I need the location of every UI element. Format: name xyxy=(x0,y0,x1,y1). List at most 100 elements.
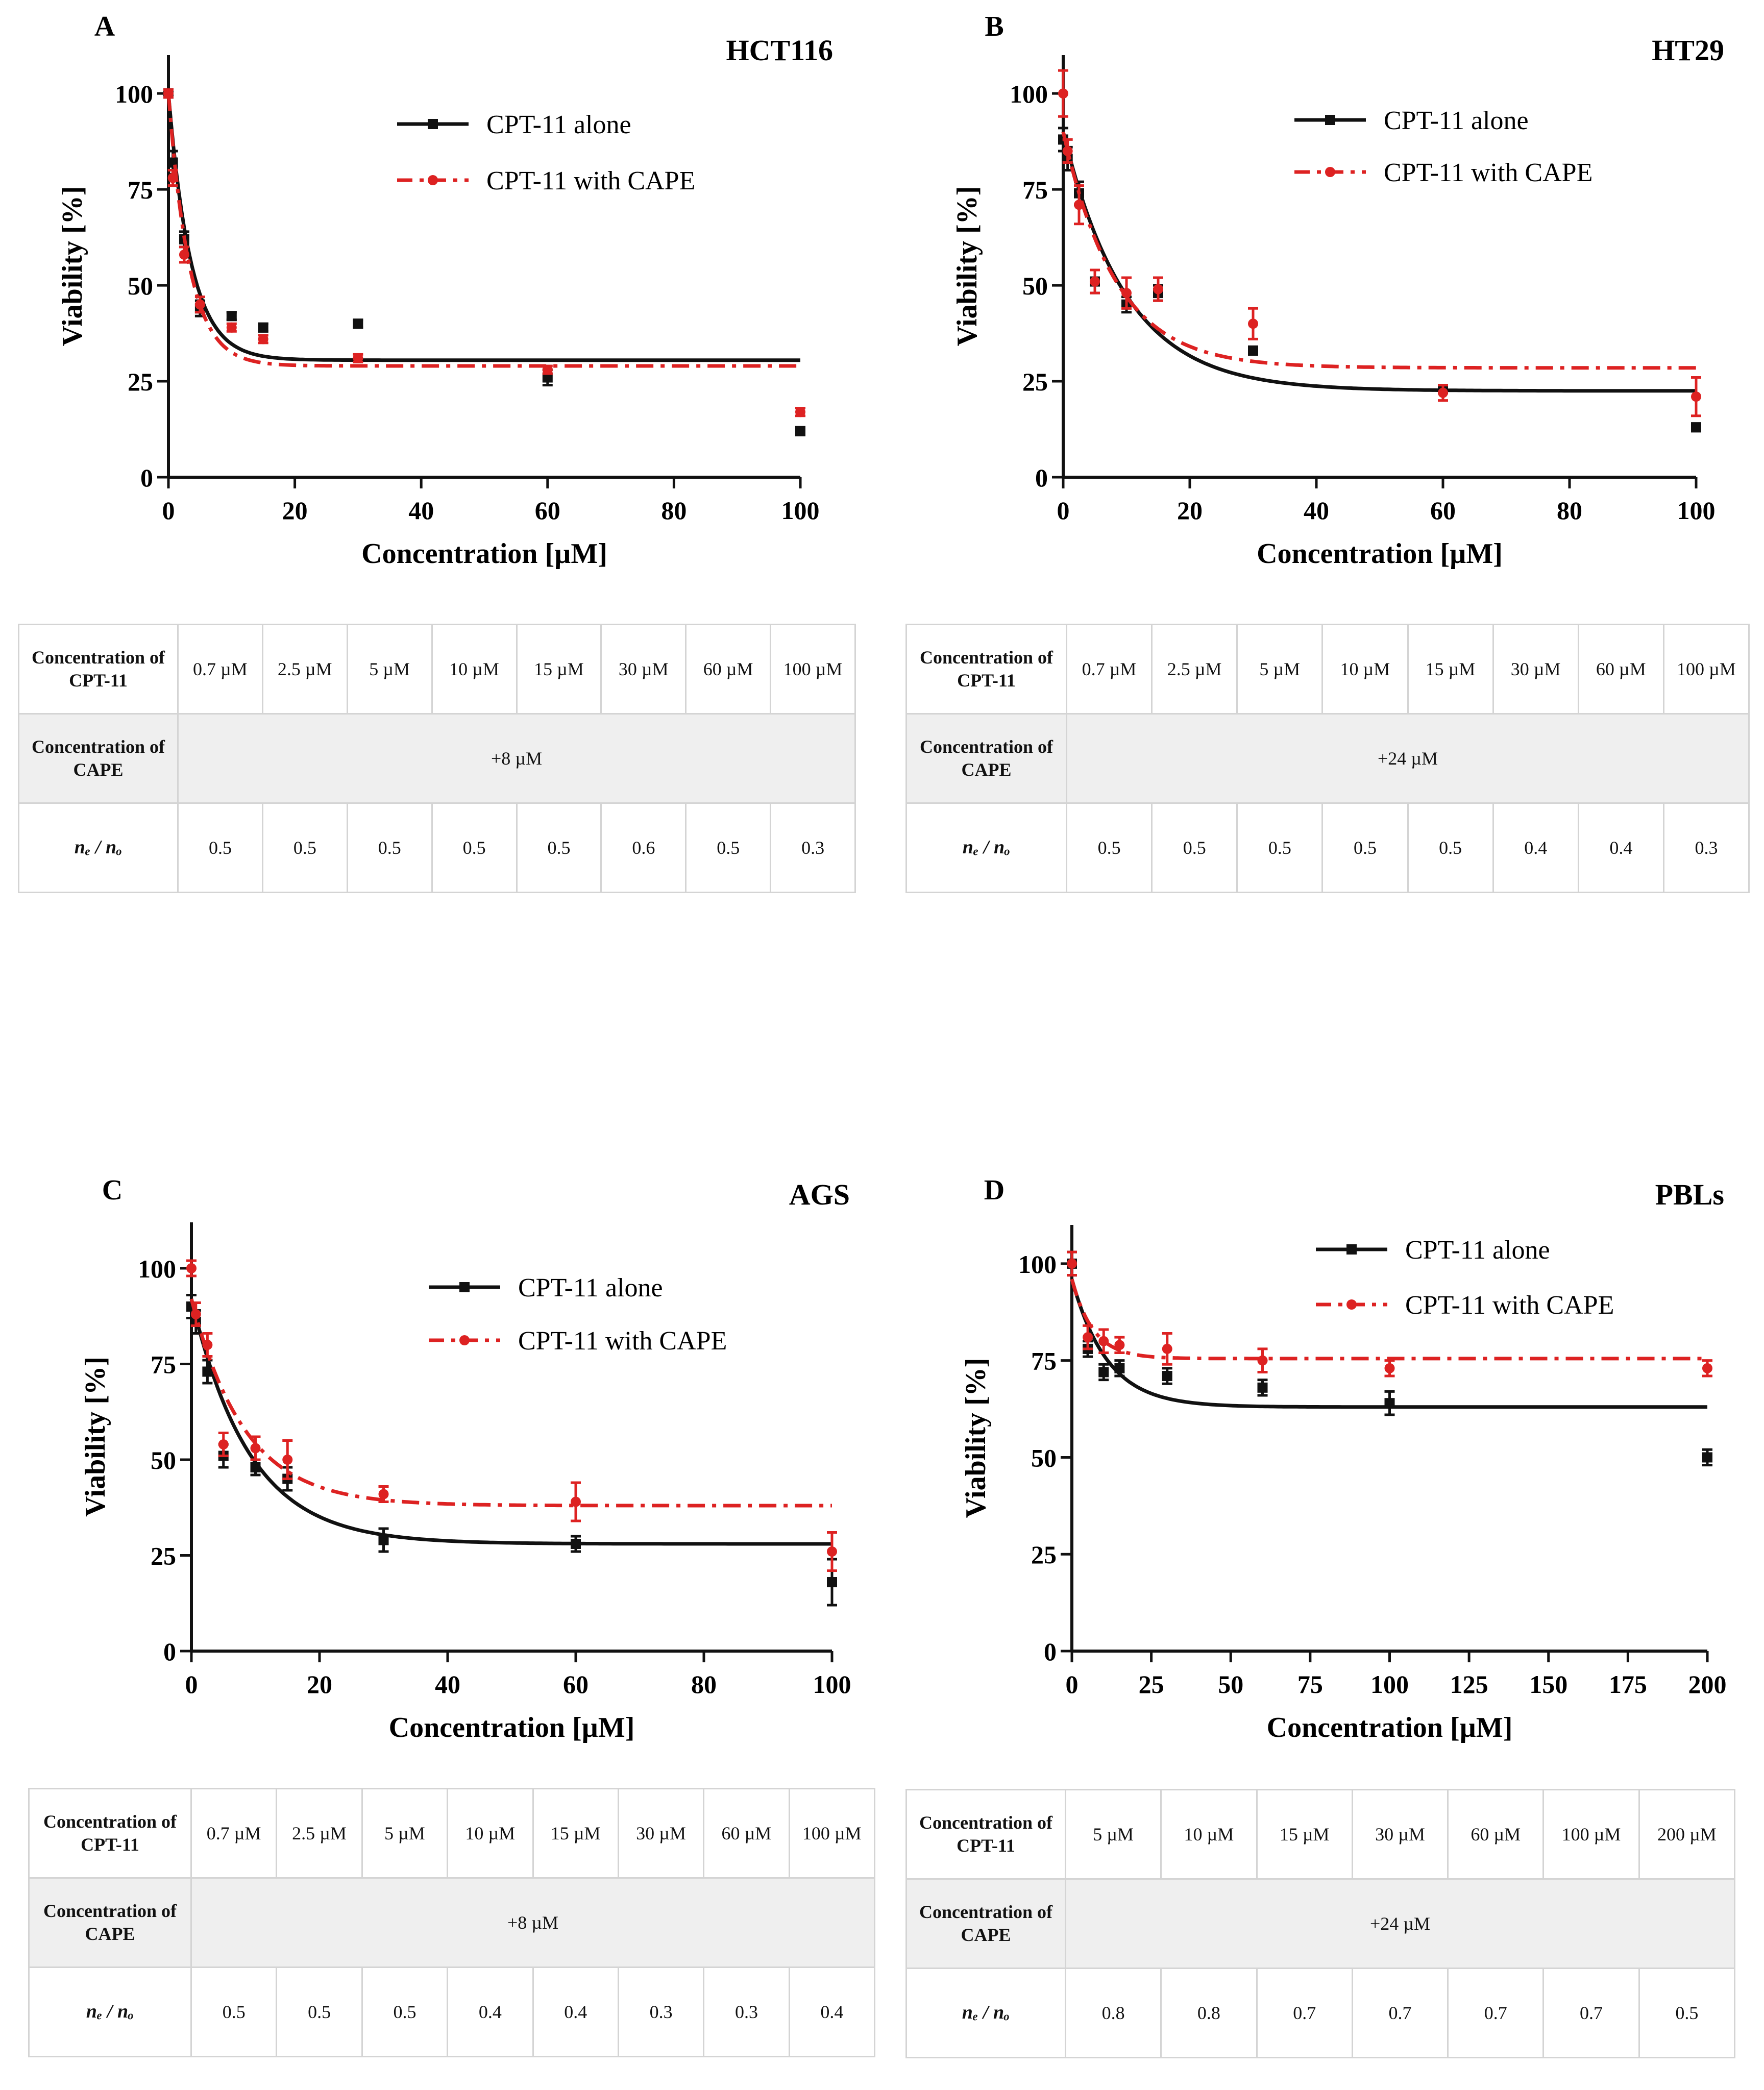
chart-hct116: A HCT116 0 25 50 75 100 0 20 40 60 80 100 Concentrati… xyxy=(57,11,834,570)
data-point-alone xyxy=(1098,1367,1109,1378)
data-point-alone xyxy=(1162,1371,1172,1382)
x-tick-label: 80 xyxy=(661,496,687,525)
row-label-cape: Concentration of CAPE xyxy=(18,713,179,804)
data-point-cape xyxy=(1691,391,1701,402)
table-ags: Concentration of CPT-11 0.7 µM 2.5 µM 5 … xyxy=(28,1788,876,2057)
chart-ht29: B HT29 0 25 50 75 100 0 20 40 60 80 100 Concentration… xyxy=(951,11,1724,570)
cpt-cell: 30 µM xyxy=(617,1788,705,1879)
x-tick-label: 20 xyxy=(1177,496,1203,525)
cpt-cell: 10 µM xyxy=(431,624,518,715)
x-tick-label: 0 xyxy=(185,1670,198,1699)
ratio-cell: 0.4 xyxy=(447,1966,534,2057)
cpt-cell: 200 µM xyxy=(1638,1789,1736,1880)
data-point-alone xyxy=(250,1462,261,1472)
y-axis-label: Viability [%] xyxy=(57,186,88,347)
y-tick-label: 25 xyxy=(128,367,153,396)
row-label-ratio: nₑ / nₒ xyxy=(28,1966,192,2057)
cpt-cell: 10 µM xyxy=(1160,1789,1258,1880)
data-point-cape xyxy=(163,88,174,99)
table-row-cape: Concentration of CAPE +8 µM xyxy=(18,713,856,804)
cpt-cell: 60 µM xyxy=(1577,624,1664,715)
legend-label-cape: CPT-11 with CAPE xyxy=(486,166,695,195)
data-point-alone xyxy=(378,1535,389,1545)
x-tick-label: 0 xyxy=(1057,496,1070,525)
legend-label-cape: CPT-11 with CAPE xyxy=(1384,158,1592,187)
data-point-alone xyxy=(1702,1452,1712,1463)
legend-label-alone: CPT-11 alone xyxy=(1384,106,1529,135)
cape-cell: +8 µM xyxy=(190,1877,875,1968)
row-label-ratio: nₑ / nₒ xyxy=(905,802,1067,893)
y-tick-label: 50 xyxy=(151,1446,176,1474)
y-tick-label: 0 xyxy=(1035,463,1048,492)
x-tick-label: 25 xyxy=(1139,1670,1164,1699)
y-tick-label: 100 xyxy=(115,80,153,108)
cpt-cell: 60 µM xyxy=(685,624,772,715)
row-label-cape: Concentration of CAPE xyxy=(905,1878,1066,1969)
data-point-cape xyxy=(1257,1355,1268,1366)
ratio-cell: 0.3 xyxy=(1662,802,1750,893)
fit-curve-alone xyxy=(166,93,800,362)
row-label-ratio: nₑ / nₒ xyxy=(905,1968,1066,2058)
legend-marker-alone xyxy=(1346,1244,1357,1255)
table-hct116: Concentration of CPT-11 0.7 µM 2.5 µM 5 … xyxy=(18,624,856,893)
data-point-cape xyxy=(542,364,553,375)
data-point-alone xyxy=(258,322,268,333)
x-tick-label: 100 xyxy=(813,1670,851,1699)
data-point-cape xyxy=(1438,387,1448,398)
y-tick-label: 75 xyxy=(1022,176,1048,204)
table-row-cpt: Concentration of CPT-11 0.7 µM 2.5 µM 5 … xyxy=(18,624,856,715)
cpt-cell: 15 µM xyxy=(1256,1789,1353,1880)
x-tick-label: 50 xyxy=(1218,1670,1243,1699)
fit-curve-cape xyxy=(166,93,800,368)
ratio-cell: 0.7 xyxy=(1542,1968,1640,2058)
cpt-cell: 15 µM xyxy=(532,1788,619,1879)
cape-cell: +24 µM xyxy=(1065,1878,1735,1969)
table-row-cpt: Concentration of CPT-11 5 µM 10 µM 15 µM… xyxy=(905,1789,1736,1880)
data-point-alone xyxy=(202,1366,213,1377)
ratio-cell: 0.8 xyxy=(1160,1968,1258,2058)
data-point-alone xyxy=(1257,1382,1268,1393)
ratio-cell: 0.5 xyxy=(516,802,602,893)
cpt-cell: 10 µM xyxy=(447,1788,534,1879)
panel-label: B xyxy=(985,11,1003,42)
ratio-cell: 0.5 xyxy=(177,802,263,893)
ratio-cell: 0.5 xyxy=(431,802,518,893)
y-tick-label: 75 xyxy=(1031,1347,1057,1375)
data-point-alone xyxy=(827,1577,837,1587)
x-tick-label: 0 xyxy=(1066,1670,1079,1699)
legend-marker-alone xyxy=(428,119,438,129)
x-tick-label: 0 xyxy=(162,496,175,525)
y-tick-label: 0 xyxy=(1044,1637,1057,1666)
y-tick-label: 25 xyxy=(151,1542,176,1570)
data-point-cape xyxy=(1162,1343,1172,1354)
row-label-cpt: Concentration of CPT-11 xyxy=(905,1789,1066,1880)
data-point-cape xyxy=(1062,145,1073,156)
cpt-cell: 2.5 µM xyxy=(1151,624,1238,715)
data-point-alone xyxy=(226,311,237,322)
cpt-cell: 60 µM xyxy=(703,1788,790,1879)
data-point-cape xyxy=(1090,276,1100,287)
data-point-cape xyxy=(250,1443,261,1454)
cpt-cell: 10 µM xyxy=(1321,624,1409,715)
panel-a: A HCT116 0 25 50 75 100 0 20 40 60 80 100 Concentrati… xyxy=(0,0,882,612)
data-point-cape xyxy=(1153,284,1163,294)
x-axis-label: Concentration [µM] xyxy=(1267,1712,1513,1743)
data-point-cape xyxy=(190,1309,201,1319)
legend-marker-cape xyxy=(1325,167,1335,177)
ratio-cell: 0.5 xyxy=(190,1966,278,2057)
data-point-cape xyxy=(1098,1336,1109,1346)
panel-label: D xyxy=(984,1174,1004,1206)
cpt-cell: 0.7 µM xyxy=(177,624,263,715)
table-row-cape: Concentration of CAPE +24 µM xyxy=(905,713,1750,804)
panel-label: C xyxy=(102,1174,122,1206)
ratio-cell: 0.4 xyxy=(532,1966,619,2057)
table-row-cpt: Concentration of CPT-11 0.7 µM 2.5 µM 5 … xyxy=(28,1788,876,1879)
ratio-cell: 0.5 xyxy=(1236,802,1324,893)
cell-line-title: PBLs xyxy=(1655,1178,1724,1211)
cpt-cell: 5 µM xyxy=(346,624,433,715)
table-row-ratio: nₑ / nₒ 0.8 0.8 0.7 0.7 0.7 0.7 0.5 xyxy=(905,1968,1736,2058)
ratio-cell: 0.7 xyxy=(1256,1968,1353,2058)
legend-marker-alone xyxy=(1325,115,1335,125)
x-axis-label: Concentration [µM] xyxy=(389,1712,635,1743)
cell-line-title: HCT116 xyxy=(726,34,834,67)
